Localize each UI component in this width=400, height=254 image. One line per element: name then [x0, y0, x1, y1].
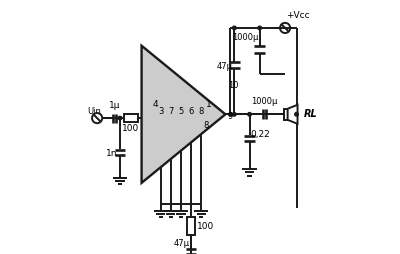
- Text: 4: 4: [153, 100, 158, 109]
- Text: 10: 10: [228, 81, 238, 90]
- Text: 5: 5: [178, 107, 184, 116]
- Text: 47µ: 47µ: [217, 62, 233, 71]
- Text: 1000µ: 1000µ: [232, 33, 258, 42]
- Circle shape: [258, 26, 262, 30]
- Text: 8: 8: [204, 121, 209, 130]
- Text: 0,22: 0,22: [251, 130, 270, 138]
- Text: 47µ: 47µ: [174, 239, 190, 248]
- Circle shape: [229, 113, 232, 116]
- Text: 100: 100: [197, 221, 214, 231]
- Text: 100: 100: [122, 124, 140, 133]
- Polygon shape: [288, 105, 298, 124]
- Circle shape: [295, 113, 298, 116]
- Text: 1: 1: [206, 100, 212, 109]
- Text: 1n: 1n: [106, 149, 118, 157]
- Text: Uin: Uin: [87, 107, 101, 116]
- Circle shape: [232, 26, 236, 30]
- Polygon shape: [142, 46, 226, 183]
- Bar: [284, 109, 288, 120]
- Text: 8: 8: [198, 107, 204, 116]
- Circle shape: [248, 113, 251, 116]
- Text: 6: 6: [188, 107, 194, 116]
- Text: 9: 9: [228, 112, 233, 121]
- Text: +Vcc: +Vcc: [286, 11, 310, 20]
- Text: 1000µ: 1000µ: [252, 97, 278, 106]
- Circle shape: [232, 113, 236, 116]
- Bar: [124, 114, 138, 122]
- Bar: [187, 217, 195, 235]
- Text: 3: 3: [158, 107, 163, 116]
- Text: RL: RL: [304, 109, 318, 119]
- Circle shape: [118, 116, 122, 120]
- Text: 1µ: 1µ: [109, 102, 121, 110]
- Text: 7: 7: [168, 107, 174, 116]
